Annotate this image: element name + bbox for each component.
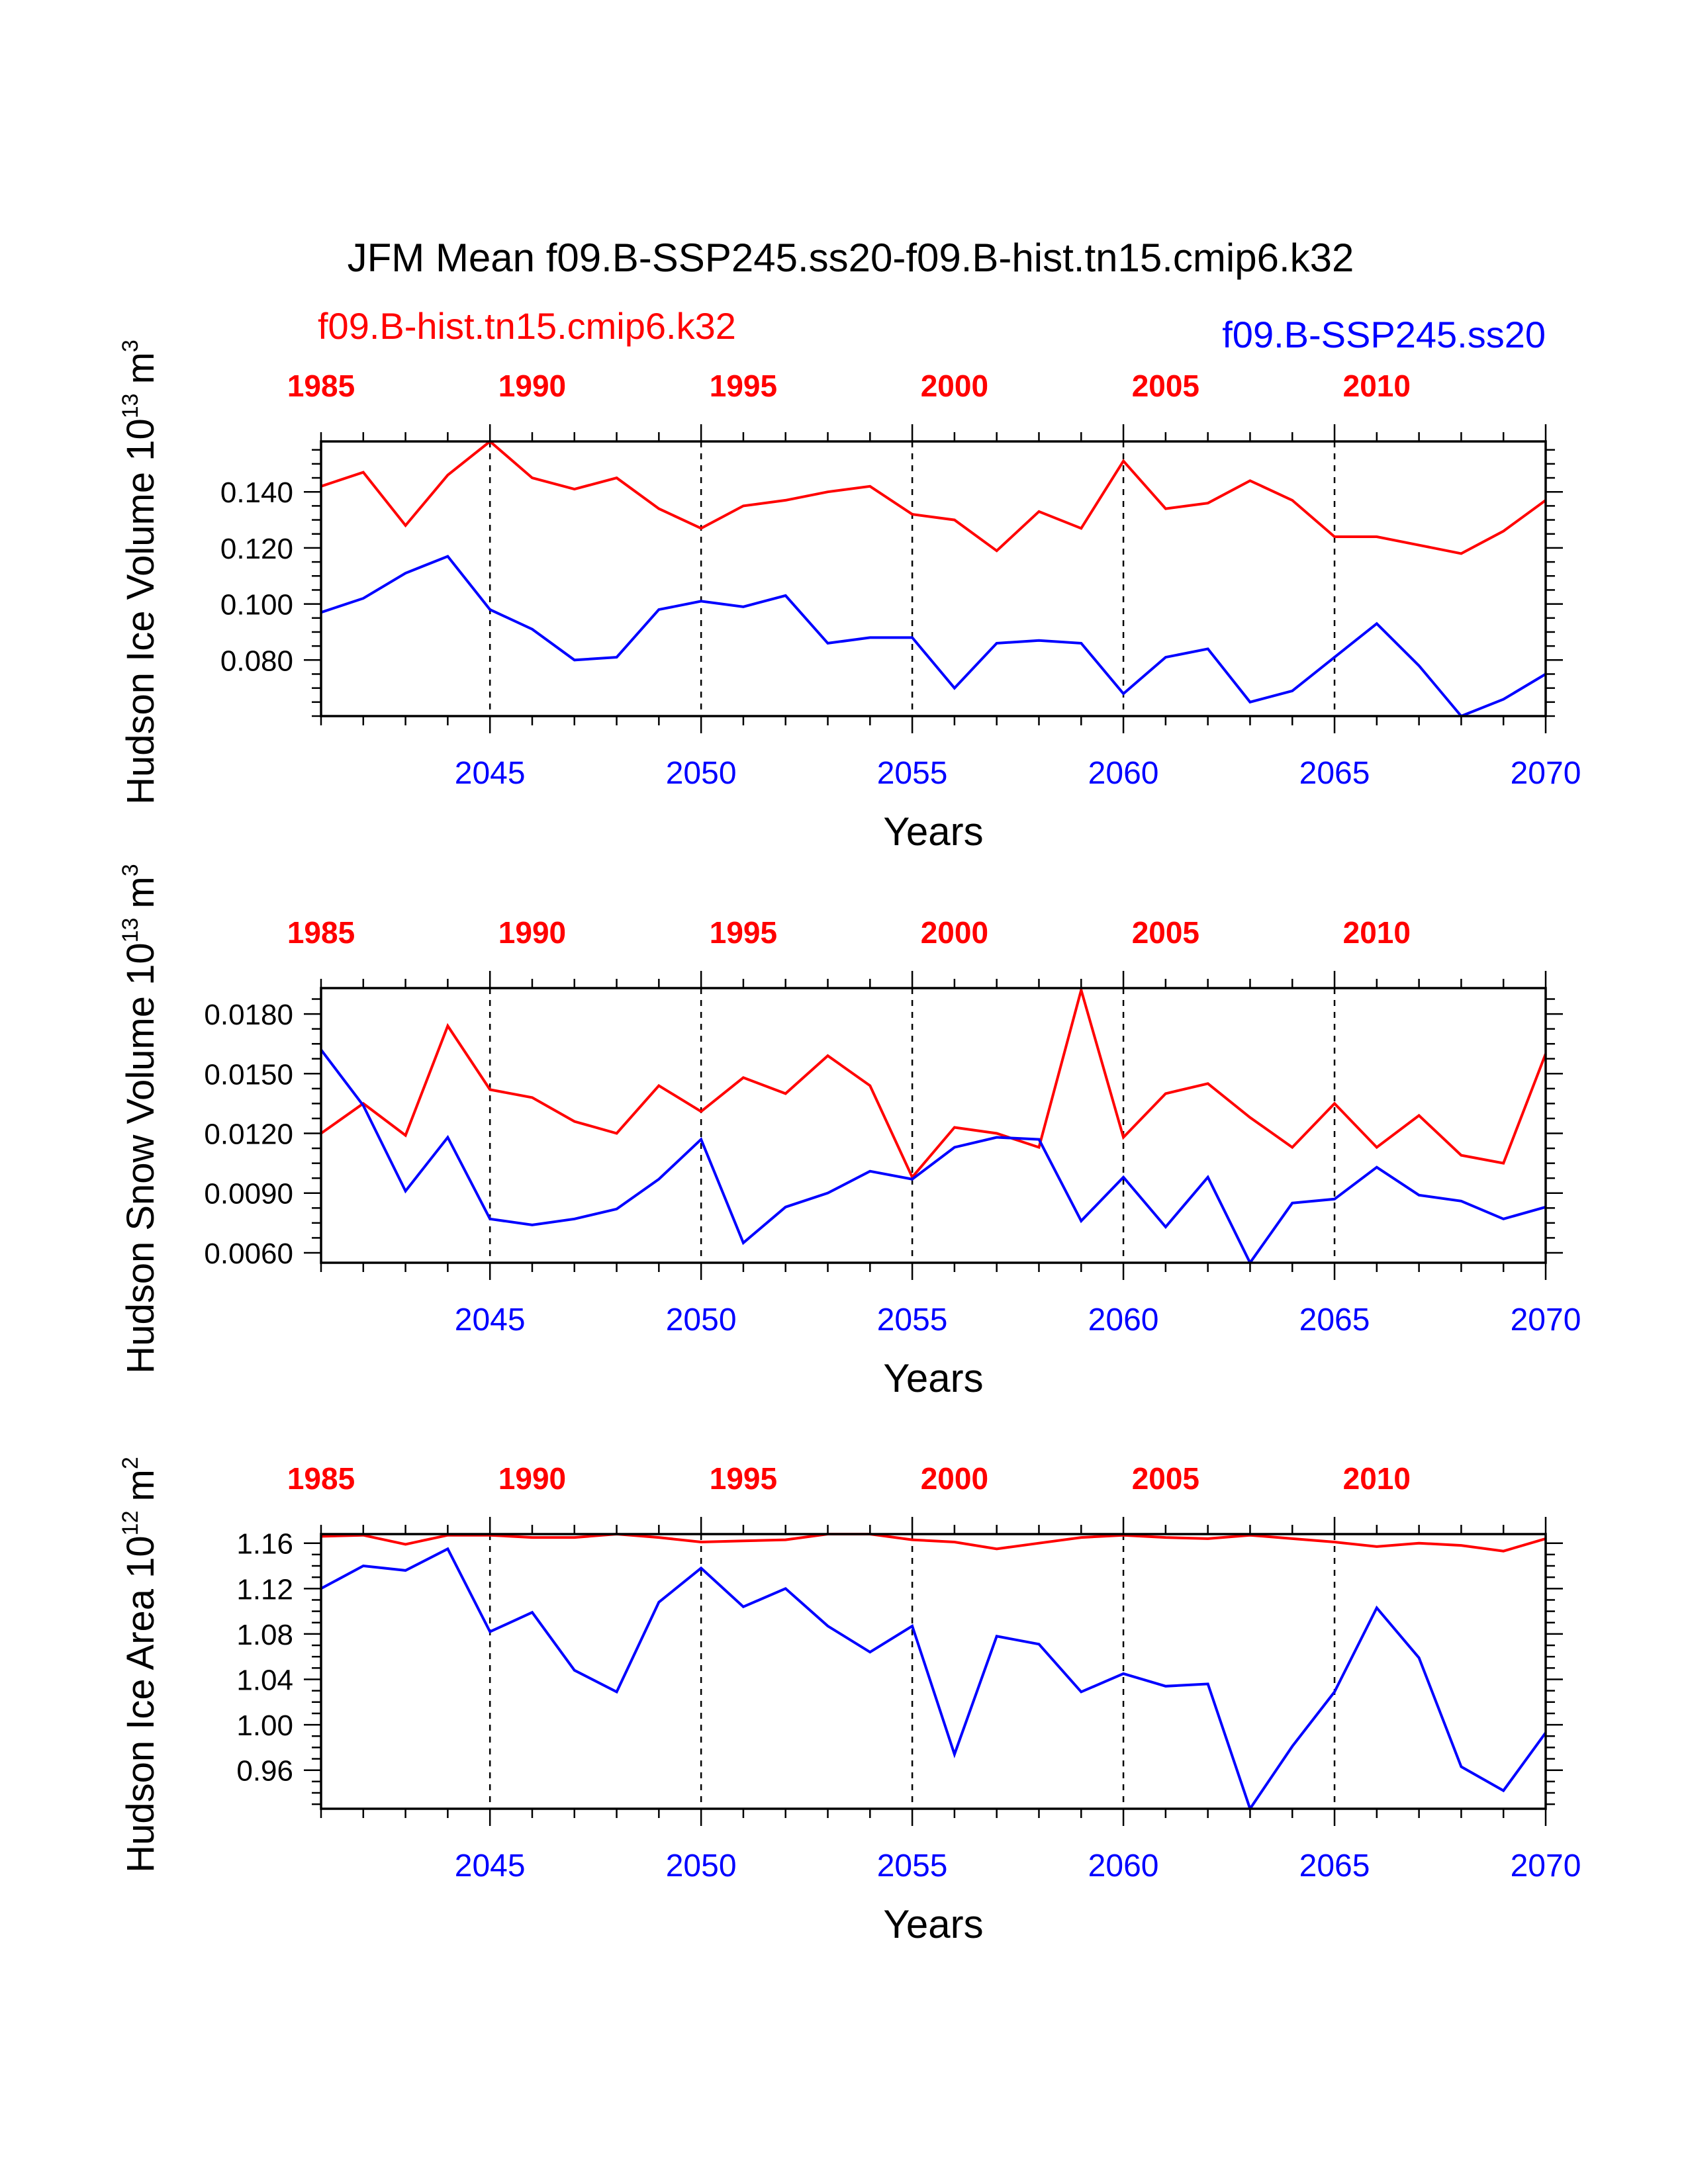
x-tick-label-bottom: 2055: [877, 756, 948, 791]
y-axis-title-unit-exponent: 3: [118, 864, 143, 876]
panel-1: 2045 2050 2055 2060 2065 2070 1985 1990 1995 2000…: [118, 340, 1581, 854]
y-tick-label: 0.96: [236, 1755, 293, 1788]
x-tick-label-bottom: 2045: [455, 756, 526, 791]
x-tick-label-bottom: 2070: [1511, 756, 1581, 791]
y-axis-title: Hudson Ice Volume 1013 m3: [118, 340, 162, 805]
y-tick-label: 0.140: [220, 477, 293, 509]
x-axis-title: Years: [883, 809, 983, 854]
x-tick-label-top: 2005: [1132, 369, 1199, 403]
x-tick-label-bottom: 2065: [1299, 756, 1370, 791]
x-tick-label-bottom: 2045: [455, 1302, 526, 1338]
x-tick-label-bottom: 2060: [1088, 1848, 1159, 1884]
x-tick-label-top: 2010: [1343, 915, 1411, 950]
x-tick-label-top: 1985: [287, 1461, 355, 1496]
legend-red-label: f09.B-hist.tn15.cmip6.k32: [318, 305, 736, 347]
x-tick-label-top: 1995: [710, 369, 777, 403]
x-axis-title: Years: [883, 1356, 983, 1400]
y-axis-title-unit: m: [119, 876, 162, 908]
y-tick-label: 0.120: [220, 533, 293, 565]
y-tick-label: 0.0180: [204, 999, 293, 1031]
x-tick-label-bottom: 2060: [1088, 1302, 1159, 1338]
series-line-red: [320, 985, 1547, 1180]
y-tick-label: 1.00: [236, 1709, 293, 1742]
y-tick-label: 1.04: [236, 1664, 293, 1697]
y-axis-title: Hudson Snow Volume 1013 m3: [118, 864, 162, 1373]
series-line-blue: [320, 1547, 1547, 1812]
x-tick-label-top: 2010: [1343, 369, 1411, 403]
plot-frame: [320, 987, 1547, 1264]
x-tick-label-top: 1985: [287, 915, 355, 950]
x-tick-label-bottom: 2070: [1511, 1848, 1581, 1884]
x-tick-label-top: 1990: [498, 915, 566, 950]
x-tick-label-top: 2000: [921, 1461, 988, 1496]
x-tick-label-top: 2005: [1132, 1461, 1199, 1496]
x-tick-label-bottom: 2055: [877, 1302, 948, 1338]
x-tick-label-top: 1990: [498, 369, 566, 403]
x-tick-label-top: 2000: [921, 369, 988, 403]
chart-title: JFM Mean f09.B-SSP245.ss20-f09.B-hist.tn…: [348, 236, 1354, 280]
panels: 2045 2050 2055 2060 2065 2070 1985 1990 1995 2000…: [118, 340, 1581, 1946]
x-tick-label-top: 2005: [1132, 915, 1199, 950]
plot-frame: [320, 1533, 1547, 1810]
y-tick-label: 0.0120: [204, 1118, 293, 1151]
y-axis-title-main: Hudson Snow Volume 10: [119, 942, 162, 1373]
y-axis-title-exponent: 13: [118, 393, 143, 418]
y-tick-label: 1.12: [236, 1573, 293, 1606]
x-tick-label-bottom: 2065: [1299, 1302, 1370, 1338]
x-tick-label-bottom: 2060: [1088, 756, 1159, 791]
x-tick-label-bottom: 2050: [666, 1302, 737, 1338]
y-tick-label: 0.0060: [204, 1238, 293, 1270]
y-tick-label: 1.16: [236, 1528, 293, 1561]
x-tick-label-top: 2000: [921, 915, 988, 950]
x-tick-label-bottom: 2050: [666, 756, 737, 791]
x-tick-label-top: 1990: [498, 1461, 566, 1496]
y-tick-label: 1.08: [236, 1619, 293, 1651]
x-tick-label-bottom: 2065: [1299, 1848, 1370, 1884]
y-tick-label: 0.0150: [204, 1058, 293, 1091]
x-tick-label-bottom: 2045: [455, 1848, 526, 1884]
y-tick-label: 0.080: [220, 645, 293, 677]
y-axis-title-exponent: 12: [118, 1510, 143, 1535]
y-axis-title-main: Hudson Ice Area 10: [119, 1535, 162, 1872]
panel-2: 2045 2050 2055 2060 2065 2070 1985 1990 1995 2000…: [118, 864, 1581, 1400]
x-tick-label-top: 1985: [287, 369, 355, 403]
x-tick-label-bottom: 2050: [666, 1848, 737, 1884]
y-axis-title-unit-exponent: 3: [118, 340, 143, 352]
y-axis-title-unit-exponent: 2: [118, 1457, 143, 1469]
y-axis-title: Hudson Ice Area 1012 m2: [118, 1457, 162, 1873]
plot-frame: [320, 440, 1547, 717]
series-line-blue: [320, 1048, 1546, 1265]
x-tick-label-top: 1995: [710, 1461, 777, 1496]
x-tick-label-bottom: 2055: [877, 1848, 948, 1884]
y-tick-label: 0.100: [220, 589, 293, 621]
legend-blue-label: f09.B-SSP245.ss20: [1222, 314, 1546, 355]
y-axis-title-unit: m: [119, 352, 162, 384]
y-tick-label: 0.0090: [204, 1178, 293, 1210]
y-axis-title-main: Hudson Ice Volume 10: [119, 418, 162, 805]
series-line-blue: [320, 555, 1547, 718]
y-axis-title-unit: m: [119, 1469, 162, 1501]
y-axis-title-exponent: 13: [118, 918, 143, 943]
series-line-red: [320, 439, 1547, 555]
x-tick-label-top: 1995: [710, 915, 777, 950]
x-axis-title: Years: [883, 1902, 983, 1946]
x-tick-label-bottom: 2070: [1511, 1302, 1581, 1338]
series-line-red: [320, 1532, 1546, 1553]
panel-3: 2045 2050 2055 2060 2065 2070 1985 1990 1995 2000…: [118, 1457, 1581, 1946]
x-tick-label-top: 2010: [1343, 1461, 1411, 1496]
